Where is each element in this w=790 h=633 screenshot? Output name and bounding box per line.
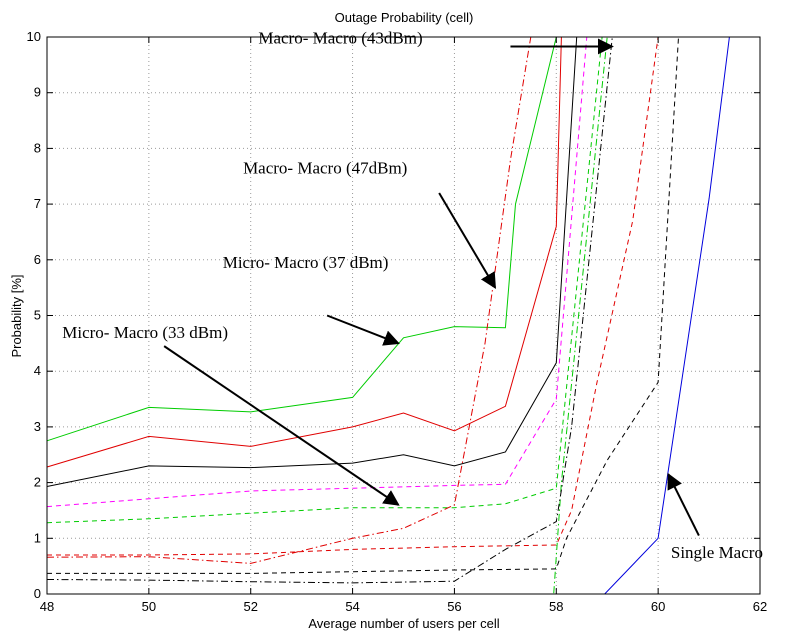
y-tick-label-8: 8 [34, 140, 41, 155]
y-tick-label-10: 10 [27, 29, 41, 44]
grid-lines [47, 37, 760, 594]
series-line-6 [46, 36, 760, 564]
y-tick-label-7: 7 [34, 196, 41, 211]
x-tick-label-3: 54 [345, 599, 359, 614]
x-tick-label-6: 60 [651, 599, 665, 614]
annotation-arrow-3 [163, 345, 400, 506]
series-line-1 [46, 36, 760, 468]
y-tick-label-4: 4 [34, 363, 41, 378]
y-tick-label-1: 1 [34, 530, 41, 545]
annotation-label-0: Macro- Macro (43dBm) [258, 29, 422, 48]
annotation-arrow-4 [667, 472, 700, 536]
annotation-arrow-1 [438, 192, 497, 290]
y-tick-label-2: 2 [34, 475, 41, 490]
y-axis-label: Probability [%] [9, 274, 24, 357]
series-line-4 [46, 36, 760, 524]
annotation-label-2: Micro- Macro (37 dBm) [223, 253, 389, 272]
annotation-label-4: Single Macro [671, 543, 763, 562]
annotation-arrow-2 [326, 314, 400, 346]
x-tick-label-4: 56 [447, 599, 461, 614]
chart-title: Outage Probability (cell) [335, 10, 474, 25]
annotations: Macro- Macro (43dBm) Macro- Macro (47dBm)… [62, 29, 763, 562]
series-line-0 [46, 36, 760, 442]
x-tick-label-0: 48 [40, 599, 54, 614]
y-tick-label-9: 9 [34, 85, 41, 100]
x-tick-label-7: 62 [753, 599, 767, 614]
series-line-8 [46, 36, 760, 584]
series-line-2 [46, 36, 760, 487]
y-tick-label-0: 0 [34, 586, 41, 601]
y-tick-label-5: 5 [34, 308, 41, 323]
x-tick-label-2: 52 [243, 599, 257, 614]
series-line-9 [47, 36, 760, 574]
x-tick-label-1: 50 [142, 599, 156, 614]
annotation-label-3: Micro- Macro (33 dBm) [62, 323, 228, 342]
annotation-label-1: Macro- Macro (47dBm) [243, 158, 407, 177]
x-tick-label-5: 58 [549, 599, 563, 614]
x-axis-label: Average number of users per cell [308, 616, 499, 631]
y-tick-label-3: 3 [34, 419, 41, 434]
y-tick-label-6: 6 [34, 252, 41, 267]
